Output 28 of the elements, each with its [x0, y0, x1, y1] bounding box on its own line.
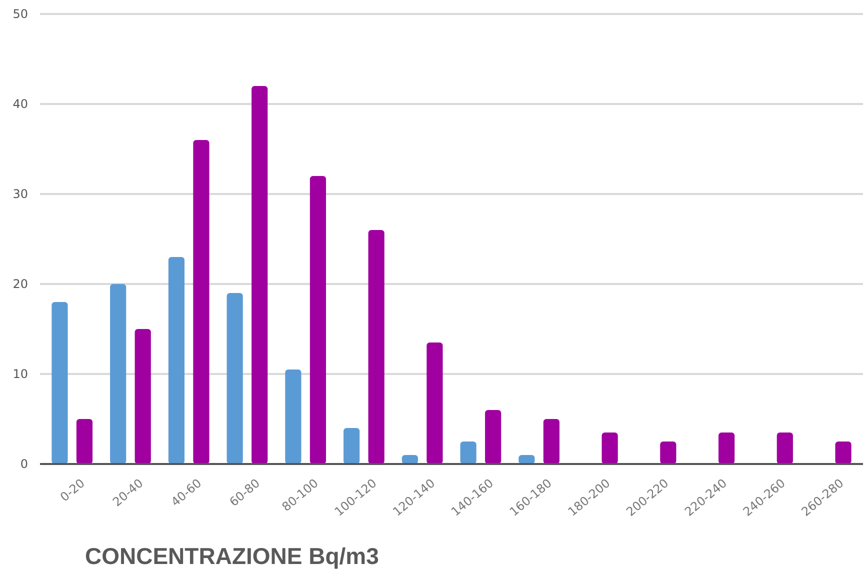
bar: [835, 442, 852, 464]
bar: [252, 86, 268, 464]
bar: [344, 428, 360, 464]
bar: [168, 257, 185, 464]
bar: [110, 284, 126, 464]
bar: [52, 302, 68, 464]
bar: [460, 442, 476, 464]
x-axis-title: CONCENTRAZIONE Bq/m3: [85, 543, 379, 569]
bar: [426, 342, 443, 464]
y-tick-label: 10: [12, 367, 28, 382]
bar: [193, 140, 210, 464]
bar: [134, 329, 151, 464]
y-tick-label: 40: [12, 97, 28, 112]
bar: [76, 419, 93, 464]
bar: [485, 410, 502, 464]
y-tick-label: 0: [20, 457, 28, 472]
bar: [718, 432, 735, 464]
y-tick-label: 30: [12, 187, 28, 202]
bar: [285, 370, 302, 464]
bar: [602, 432, 618, 464]
bar: [776, 432, 793, 464]
bar: [660, 442, 676, 464]
bar: [310, 176, 326, 464]
bar: [543, 419, 560, 464]
y-tick-label: 20: [12, 277, 28, 292]
bar: [368, 230, 384, 464]
y-tick-label: 50: [12, 7, 28, 22]
bar: [226, 293, 243, 464]
